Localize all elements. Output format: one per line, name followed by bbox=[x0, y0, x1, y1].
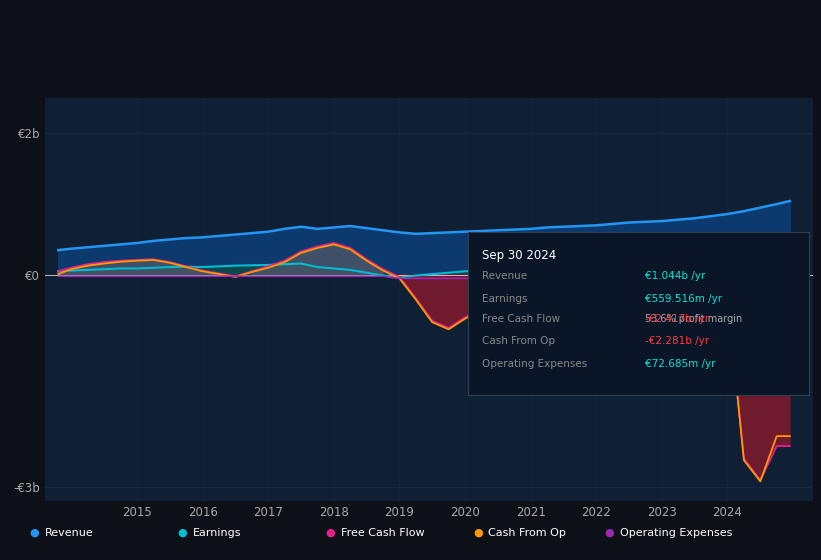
Text: ●: ● bbox=[30, 528, 39, 538]
Text: -€2.417b /yr: -€2.417b /yr bbox=[645, 314, 709, 324]
Text: -€2.281b /yr: -€2.281b /yr bbox=[645, 337, 709, 346]
Text: Operating Expenses: Operating Expenses bbox=[620, 528, 732, 538]
Text: ●: ● bbox=[473, 528, 483, 538]
Text: Cash From Op: Cash From Op bbox=[488, 528, 566, 538]
Text: Earnings: Earnings bbox=[193, 528, 241, 538]
Text: Revenue: Revenue bbox=[45, 528, 94, 538]
Text: €72.685m /yr: €72.685m /yr bbox=[645, 359, 716, 369]
Text: Sep 30 2024: Sep 30 2024 bbox=[482, 249, 556, 262]
Text: ●: ● bbox=[604, 528, 614, 538]
Text: Cash From Op: Cash From Op bbox=[482, 337, 555, 346]
Text: Free Cash Flow: Free Cash Flow bbox=[341, 528, 424, 538]
Text: Earnings: Earnings bbox=[482, 294, 527, 304]
Text: €559.516m /yr: €559.516m /yr bbox=[645, 294, 722, 304]
Text: Operating Expenses: Operating Expenses bbox=[482, 359, 587, 369]
Text: €1.044b /yr: €1.044b /yr bbox=[645, 272, 705, 281]
Text: 53.6% profit margin: 53.6% profit margin bbox=[645, 314, 742, 324]
Text: Free Cash Flow: Free Cash Flow bbox=[482, 314, 560, 324]
Text: Revenue: Revenue bbox=[482, 272, 527, 281]
Text: ●: ● bbox=[325, 528, 335, 538]
Text: ●: ● bbox=[177, 528, 187, 538]
